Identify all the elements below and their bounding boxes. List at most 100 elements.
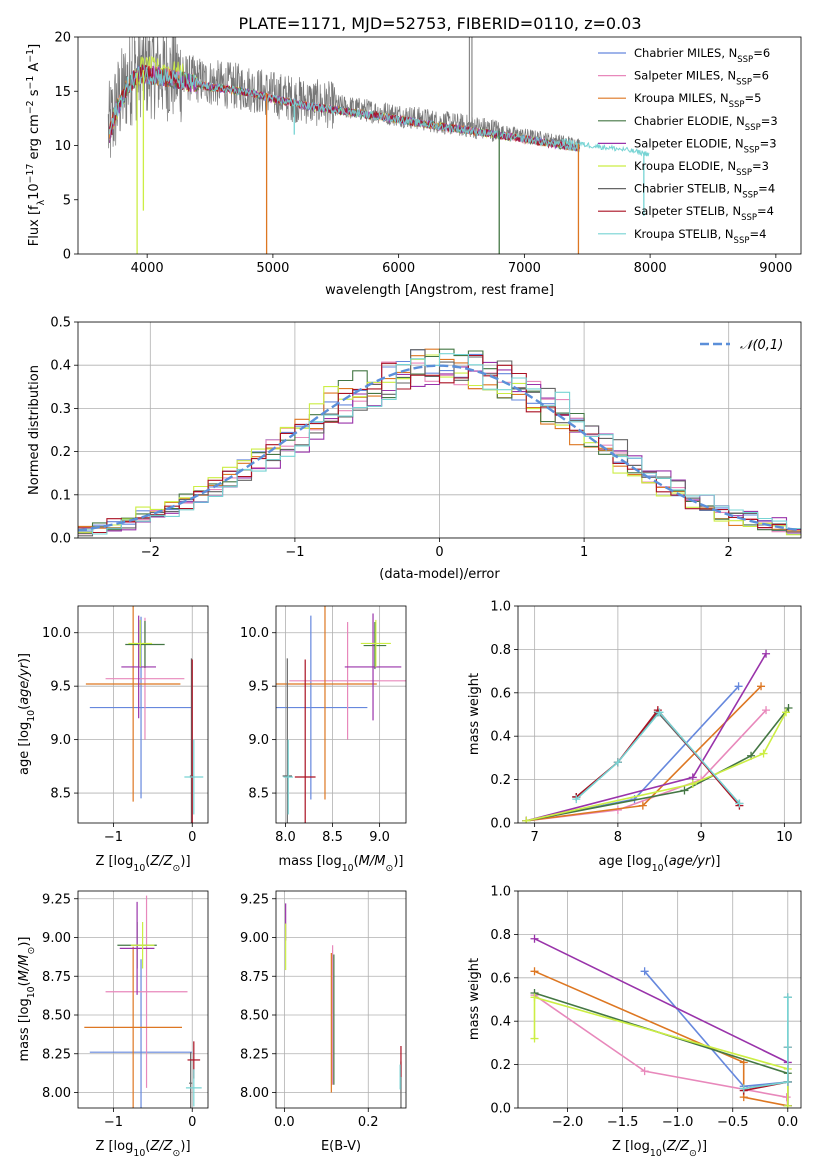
z-vs-mass-xlabel-part: ⊙ — [173, 1148, 181, 1159]
z-vs-weight-xlabel-part: Z/Z — [666, 1139, 690, 1154]
age_vs_weight-series-5-marker-3 — [782, 708, 791, 717]
z_vs_weight-series-8-marker-2 — [783, 993, 792, 1002]
mass_vs_age-axes: 8.0 8.5 9.0 8.5 9.0 9.5 10.0 mass [log10(M/M⊙)] — [240, 605, 407, 874]
legend-label-sep: , N — [728, 136, 744, 150]
legend-label-3: Chabrier ELODIE, NSSP=3 — [634, 114, 778, 133]
mass-vs-age-xlabel: mass [log10(M/M⊙)] — [279, 854, 404, 874]
mass_vs_age-ytick-label-1: 9.0 — [248, 733, 269, 748]
age_vs_weight-series-4-marker-2 — [762, 649, 771, 658]
z-vs-age-xlabel-part: 10 — [133, 863, 145, 874]
z-vs-mass-ylabel-part: ( — [17, 981, 32, 986]
z-vs-mass-ylabel-part: )] — [17, 937, 32, 947]
age_vs_weight-ytick-label-0: 0.0 — [490, 817, 511, 832]
age_vs_weight-series-3-marker-3 — [784, 703, 793, 712]
spectrum-ylabel-part: −17 — [25, 164, 36, 184]
legend-label-eq: = — [752, 159, 762, 173]
legend-label-sep: , N — [729, 114, 745, 128]
z-vs-age-xlabel-part: Z [log — [95, 854, 133, 869]
spectrum-ylabel-part: ] — [27, 44, 42, 49]
legend-label-eq: = — [753, 46, 763, 60]
z-vs-mass-ylabel-part: M/M — [17, 955, 32, 982]
age_vs_weight-ytick-label-2: 0.4 — [490, 730, 511, 745]
z-vs-age-ylabel-part: 10 — [26, 710, 37, 722]
age_vs_weight-ytick-label-3: 0.6 — [490, 686, 511, 701]
z_vs_weight-xtick-label-3: −0.5 — [717, 1115, 749, 1130]
z_vs_weight-series-5-marker-3 — [783, 1101, 792, 1108]
spectrum-ylabel-part: −1 — [25, 49, 36, 63]
z-vs-mass-xlabel-part: Z [log — [95, 1139, 133, 1154]
legend-label-sub: SSP — [729, 100, 745, 110]
age-vs-weight-xlabel-part: 10 — [652, 863, 664, 874]
age_vs_weight-series-2-marker-2 — [757, 682, 766, 691]
z-vs-age-ylabel-part: age [log — [17, 722, 32, 775]
legend-label-2: Kroupa MILES, NSSP=5 — [634, 91, 761, 110]
legend-label-6: Chabrier STELIB, NSSP=4 — [634, 182, 775, 201]
legend-label-name: Chabrier STELIB — [634, 182, 726, 196]
legend-label-name: Kroupa STELIB — [634, 227, 718, 241]
age_vs_weight-series-5-marker-2 — [759, 749, 768, 758]
legend-label-sub: SSP — [736, 168, 752, 178]
ebv_vs_mass-axes: 0.0 0.2 8.00 8.25 8.50 8.75 9.00 9.25 E(B-V) — [240, 890, 407, 1154]
spectrum-ylabel-part: Flux [f — [27, 205, 42, 246]
spectrum-ylabel: Flux [fλ10−17 erg cm−2 s−1 A−1] — [25, 44, 47, 246]
legend-label-7: Salpeter STELIB, NSSP=4 — [634, 204, 774, 223]
z_vs_mass-ytick-label-1: 8.25 — [42, 1047, 71, 1062]
spectrum-ytick-label-4: 20 — [54, 31, 71, 46]
z_vs_weight-ytick-label-1: 0.2 — [490, 1058, 511, 1073]
age_vs_weight-ytick-label-4: 0.8 — [490, 643, 511, 658]
z_vs_weight-series-6-line — [743, 997, 789, 1090]
spectrum-xtick-label-2: 6000 — [382, 261, 415, 276]
z-vs-mass-xlabel-part: )] — [180, 1139, 190, 1154]
age_vs_weight-series-0-marker-2 — [734, 682, 743, 691]
legend-label-sep: , N — [720, 69, 736, 83]
age_vs_weight-series-3-marker-1 — [680, 786, 689, 795]
mass-vs-age-xlabel-part: 10 — [342, 863, 354, 874]
legend-label-name: Chabrier ELODIE — [634, 114, 729, 128]
z-vs-mass-ylabel: mass [log10(M/M⊙)] — [17, 937, 37, 1062]
z_vs_weight-xtick-label-2: −1.0 — [662, 1115, 694, 1130]
legend-label-sep: , N — [713, 91, 729, 105]
z-vs-mass-ylabel-part: ⊙ — [26, 947, 37, 955]
ebv_vs_mass-plot-area — [276, 891, 406, 1108]
spectrum-frame — [77, 36, 802, 255]
mass_vs_age-ytick-label-0: 8.5 — [248, 787, 269, 802]
spectrum-xtick-label-3: 7000 — [508, 261, 541, 276]
z_vs_weight-plot-area — [518, 891, 801, 1108]
z_vs_age-ytick-label-3: 10.0 — [42, 626, 71, 641]
legend-label-name: Kroupa MILES — [634, 91, 713, 105]
z-vs-mass-xlabel: Z [log10(Z/Z⊙)] — [95, 1139, 190, 1159]
age_vs_weight-ytick-label-1: 0.2 — [490, 773, 511, 788]
legend-label-sub: SSP — [736, 78, 752, 88]
legend-label-name: Salpeter ELODIE — [634, 136, 728, 150]
spectrum-ylabel-part: −2 — [25, 100, 36, 114]
z_vs_mass-ytick-label-3: 8.75 — [42, 970, 71, 985]
age_vs_weight-plot-area — [518, 606, 801, 823]
spectrum-xtick-label-5: 9000 — [759, 261, 792, 276]
age_vs_weight-series-5-line — [526, 711, 787, 822]
z-vs-age-ylabel-part: ( — [17, 705, 32, 710]
legend-label-sub: SSP — [741, 213, 757, 223]
legend-label-sep: , N — [718, 227, 734, 241]
mass-vs-age-xlabel-part: )] — [393, 854, 403, 869]
ebv_vs_mass-ytick-label-3: 8.75 — [240, 970, 269, 985]
z_vs_weight-series-5-line — [533, 996, 789, 1106]
age_vs_weight-xtick-label-1: 8 — [614, 830, 622, 845]
z-vs-mass-ylabel-part: mass [log — [17, 998, 32, 1061]
ebv_vs_mass-xtick-label-0: 0.0 — [274, 1115, 295, 1130]
z_vs_weight-ytick-label-2: 0.4 — [490, 1015, 511, 1030]
residual-gaussian-curve — [78, 364, 801, 532]
residual-ylabel: Normed distribution — [27, 365, 42, 495]
residual_hist-ytick-label-0: 0.0 — [50, 532, 71, 547]
mass_vs_age-xtick-label-2: 9.0 — [369, 830, 390, 845]
age_vs_weight-series-8-line — [575, 711, 741, 805]
legend-label-eq: = — [752, 69, 762, 83]
z_vs_weight-series-2-marker-0 — [530, 967, 539, 976]
ebv_vs_mass-ytick-label-1: 8.25 — [240, 1047, 269, 1062]
spectrum-xtick-label-0: 4000 — [131, 261, 164, 276]
legend-label-sub: SSP — [742, 191, 758, 201]
spectrum-ylabel-part: erg cm — [27, 114, 42, 163]
ebv_vs_mass-ytick-label-4: 9.00 — [240, 931, 269, 946]
